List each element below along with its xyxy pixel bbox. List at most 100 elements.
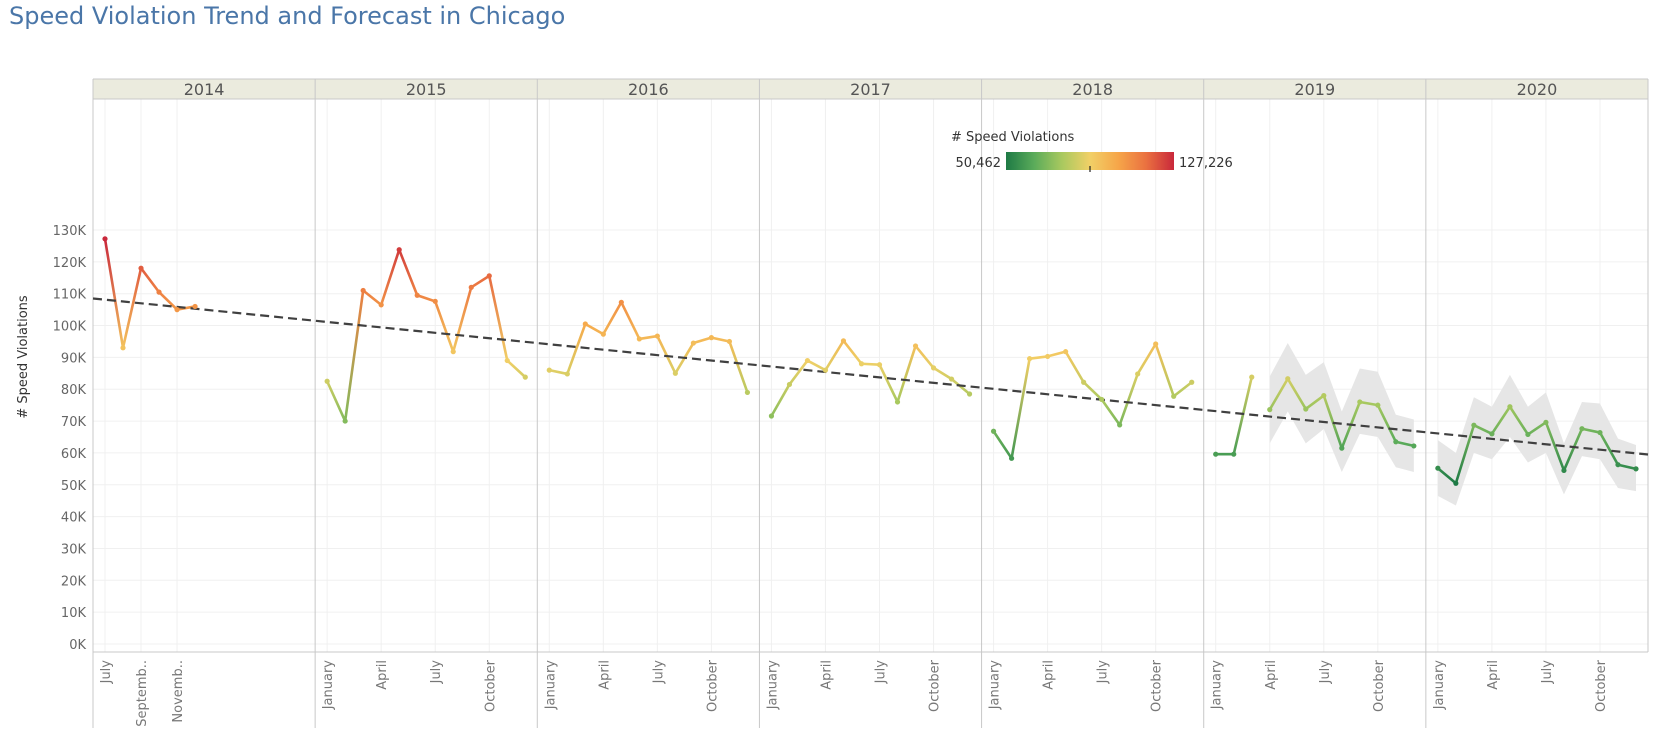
data-point-2017-5 — [840, 338, 847, 344]
x-tick-label: January — [988, 660, 1003, 711]
y-tick-label: 100K — [53, 320, 87, 335]
year-header-label: 2020 — [1517, 80, 1558, 99]
forecast-point-2020-5 — [1507, 404, 1513, 410]
data-point-2016-12 — [744, 389, 751, 396]
x-tick-label: April — [1486, 660, 1501, 690]
forecast-point-2020-10 — [1597, 429, 1603, 436]
series-segment — [1490, 405, 1512, 436]
year-dividers — [92, 78, 1649, 728]
data-point-2016-2 — [564, 371, 570, 377]
data-point-2018-9 — [1135, 371, 1141, 377]
data-point-2015-11 — [504, 357, 510, 364]
series-segment — [1304, 394, 1326, 411]
series-segment — [415, 293, 437, 303]
series-segment — [175, 305, 197, 311]
series-segment — [806, 359, 827, 372]
series-segment — [1268, 377, 1290, 411]
series-segment — [547, 368, 569, 376]
y-axis-label: # Speed Violations — [16, 295, 31, 419]
legend-min-label: 50,462 — [956, 156, 1002, 171]
x-tick-label: October — [1594, 659, 1609, 712]
series-segment — [1598, 431, 1620, 467]
x-tick-label: Septemb.. — [135, 660, 150, 727]
x-tick-label: July — [651, 660, 666, 685]
data-point-2017-3 — [804, 357, 811, 364]
series-segment — [325, 379, 347, 423]
series-segment — [1172, 380, 1194, 398]
series-segment — [1286, 377, 1308, 411]
series-segment — [451, 286, 473, 353]
y-tick-label: 80K — [61, 383, 87, 398]
data-point-2014-11 — [174, 307, 180, 313]
x-tick-label: October — [483, 659, 498, 712]
series-segment — [1526, 421, 1548, 436]
series-segment — [896, 344, 917, 404]
x-tick-label: January — [1432, 660, 1447, 711]
data-point-2017-9 — [912, 343, 919, 349]
data-point-2018-5 — [1063, 349, 1069, 355]
series-segment — [992, 429, 1013, 460]
data-point-2017-7 — [876, 362, 883, 368]
year-header-bar — [93, 79, 1648, 99]
series-segment — [103, 237, 125, 350]
data-point-2018-1 — [990, 428, 997, 434]
legend-title: # Speed Violations — [951, 130, 1075, 145]
series-segment — [1232, 375, 1254, 456]
data-point-2016-10 — [708, 335, 715, 341]
data-point-2019-1 — [1213, 451, 1219, 457]
data-point-2015-6 — [414, 292, 420, 298]
data-point-2017-6 — [858, 361, 865, 367]
series-segment — [343, 289, 365, 423]
year-header-label: 2018 — [1072, 80, 1113, 99]
series-segment — [121, 266, 143, 350]
series-segment — [878, 363, 899, 404]
forecast-point-2020-9 — [1579, 426, 1585, 432]
data-point-2014-7 — [102, 236, 108, 242]
x-tick-label: July — [1096, 660, 1111, 685]
series-segment — [710, 336, 731, 343]
x-tick-label: October — [1150, 659, 1165, 712]
series-segment — [1454, 423, 1476, 485]
series-segment — [1472, 423, 1494, 436]
data-point-2017-4 — [822, 367, 829, 373]
data-point-2016-1 — [546, 367, 552, 373]
data-point-2017-11 — [948, 376, 955, 382]
series-segment — [469, 274, 491, 289]
trend-line-path — [92, 297, 1649, 456]
x-axis: July Septemb.. Novemb.. January April July Oct… — [99, 659, 1609, 726]
forecast-point-2020-7 — [1543, 419, 1549, 425]
series-segment — [565, 322, 587, 376]
data-point-2015-7 — [432, 298, 438, 304]
y-tick-label: 130K — [53, 224, 87, 239]
y-tick-label: 10K — [61, 606, 87, 621]
y-tick-label: 70K — [61, 415, 87, 430]
x-tick-label: April — [375, 660, 390, 690]
data-point-2015-5 — [396, 247, 402, 253]
forecast-point-2019-9 — [1357, 399, 1363, 405]
data-point-2016-6 — [636, 336, 642, 342]
y-tick-label: 30K — [61, 542, 87, 557]
series-segment — [770, 383, 791, 418]
forecast-point-2020-6 — [1525, 431, 1531, 438]
forecast-point-2020-1 — [1435, 465, 1441, 471]
x-tick-label: July — [429, 660, 444, 685]
data-point-2017-12 — [966, 391, 973, 397]
y-tick-label: 50K — [61, 479, 87, 494]
data-point-2016-4 — [600, 331, 606, 337]
series-segment — [728, 340, 749, 394]
series-segment — [1100, 398, 1121, 427]
data-point-2018-7 — [1099, 396, 1105, 403]
x-tick-label: January — [765, 660, 780, 711]
series-segment — [1010, 357, 1031, 460]
data-point-2019-2 — [1231, 451, 1237, 457]
data-point-2015-10 — [486, 273, 492, 279]
series-lines — [103, 237, 1638, 485]
series-segment — [842, 339, 863, 366]
forecast-point-2020-11 — [1615, 462, 1621, 468]
data-point-2016-7 — [654, 333, 660, 339]
forecast-point-2019-8 — [1339, 445, 1345, 451]
data-point-2016-3 — [582, 321, 588, 327]
series-segment — [860, 362, 881, 367]
color-legend: # Speed Violations 50,462 127,226 — [951, 130, 1233, 172]
series-segment — [1064, 350, 1085, 384]
